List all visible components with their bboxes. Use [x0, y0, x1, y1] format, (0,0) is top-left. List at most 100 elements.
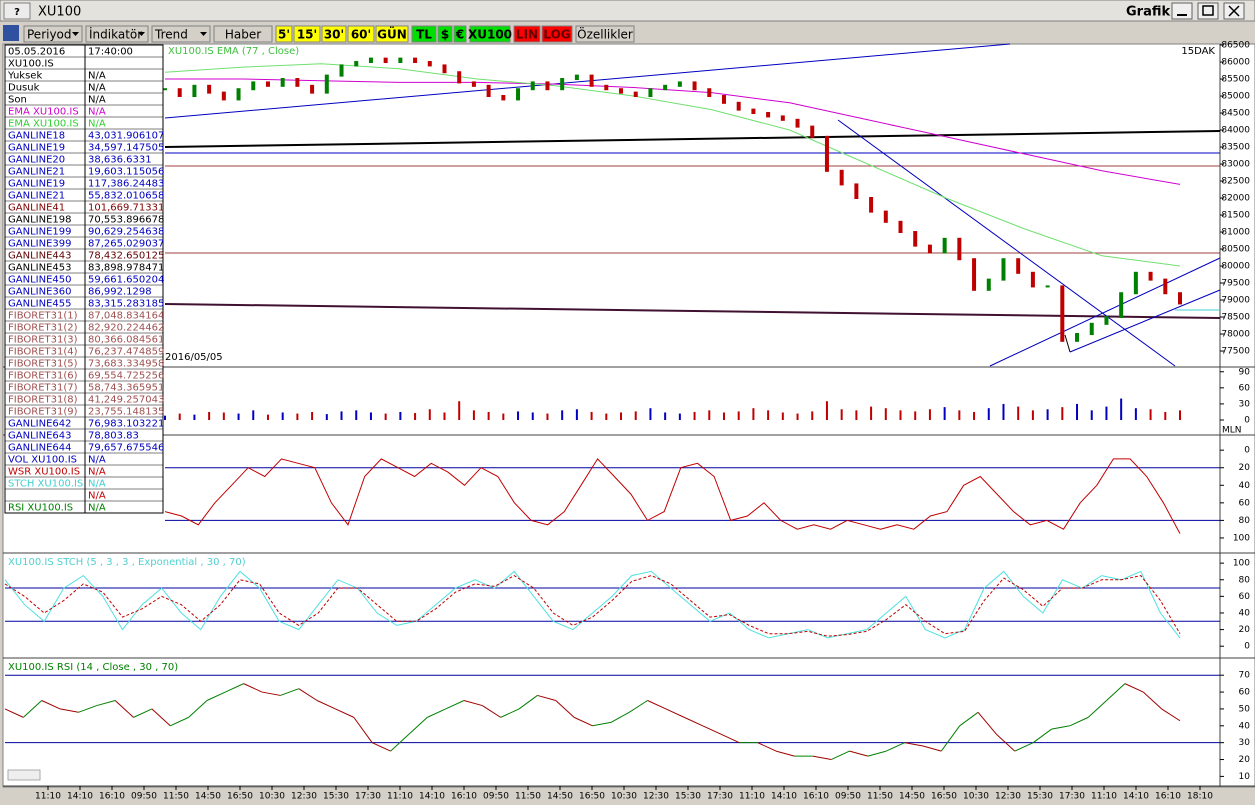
candle	[913, 231, 918, 247]
y-tick-label: 79000	[1221, 296, 1250, 306]
rsi-segment	[665, 708, 685, 718]
indicator-label: XU100.IS STCH (5 , 3 , 3 , Exponential ,…	[8, 557, 246, 568]
volume-bar	[1105, 406, 1108, 420]
period-label: 15DAK	[1181, 46, 1215, 57]
indicator-label: XU100.IS RSI (14 , Close , 30 , 70)	[8, 662, 178, 673]
row-value: 55,832.010658	[88, 191, 164, 202]
y-tick-label: 81000	[1221, 228, 1250, 238]
row-label: EMA XU100.IS	[8, 107, 79, 118]
rsi-segment	[316, 700, 336, 710]
row-label: FIBORET31(5)	[8, 359, 78, 370]
toolbar-button[interactable]	[85, 25, 149, 43]
x-tick-label: 09:50	[483, 792, 509, 802]
toolbar-button[interactable]	[275, 25, 293, 43]
toolbar-button[interactable]	[513, 25, 541, 43]
row-value: N/A	[88, 491, 106, 502]
row-value: N/A	[88, 455, 106, 466]
volume-bar	[222, 412, 225, 420]
minimize-button[interactable]	[1171, 2, 1193, 20]
x-tick-label: 15:30	[675, 792, 701, 802]
row-value: 34,597.147505	[88, 143, 164, 154]
volume-bar	[1002, 403, 1005, 420]
rsi-segment	[537, 694, 556, 701]
toolbar-button[interactable]	[213, 25, 273, 43]
volume-bar	[252, 410, 255, 420]
toolbar-button[interactable]	[23, 25, 83, 43]
volume-bar	[443, 412, 446, 420]
indicator-label: XU100.IS EMA (77 , Close)	[168, 46, 299, 57]
volume-bar	[355, 410, 358, 420]
toolbar-button[interactable]	[541, 25, 573, 43]
x-tick-label: 16:10	[451, 792, 477, 802]
volume-bar	[399, 411, 402, 420]
candle	[927, 244, 932, 254]
candle	[692, 81, 697, 91]
rsi-segment	[4, 708, 24, 718]
y-tick-label: 60	[1239, 688, 1251, 698]
y-tick-label: 60	[1239, 498, 1251, 508]
rsi-segment	[647, 700, 667, 710]
volume-bar	[1134, 408, 1137, 420]
row-value: 76,983.103221	[88, 419, 164, 430]
volume-bar	[502, 413, 505, 420]
toolbar-button[interactable]	[453, 25, 467, 43]
toolbar-button[interactable]	[469, 25, 511, 43]
candle	[427, 61, 432, 67]
rsi-segment	[390, 733, 410, 752]
title-bar	[0, 0, 1255, 22]
toolbar-button[interactable]	[321, 25, 347, 43]
y-tick-label: 60	[1239, 383, 1251, 393]
row-label: GANLINE19	[8, 179, 65, 190]
volume-bar	[325, 414, 328, 420]
candle	[265, 81, 270, 87]
y-tick-label: 20	[1239, 625, 1251, 635]
row-label: STCH XU100.IS	[8, 479, 83, 490]
y-tick-label: 70	[1239, 671, 1251, 681]
y-tick-label: 100	[1233, 559, 1250, 569]
y-tick-label: 85500	[1221, 75, 1250, 85]
toolbar-label: XU100	[468, 28, 512, 42]
row-label: Son	[8, 95, 27, 106]
volume-bar	[414, 413, 417, 420]
toolbar-button[interactable]	[411, 25, 437, 43]
rsi-segment	[1124, 683, 1144, 693]
toolbar-button[interactable]	[575, 25, 635, 43]
row-value: 90,629.254638	[88, 227, 164, 238]
rsi-segment	[1014, 742, 1034, 752]
toolbar-label: LOG	[543, 28, 570, 42]
toolbar-label: 15'	[297, 28, 317, 42]
x-tick-label: 16:10	[803, 792, 829, 802]
candle	[1104, 316, 1109, 325]
volume-bar	[487, 411, 490, 420]
volume-bar	[266, 414, 269, 420]
toolbar-button[interactable]	[151, 25, 211, 43]
y-tick-label: 81500	[1221, 211, 1250, 221]
y-tick-label: 10	[1239, 772, 1251, 782]
rsi-segment	[812, 755, 832, 761]
toolbar-button[interactable]	[293, 25, 321, 43]
row-value: 117,386.24483	[88, 179, 164, 190]
candle	[221, 91, 226, 101]
indicator-line	[4, 570, 1181, 639]
rsi-segment	[996, 733, 1016, 752]
candle	[1148, 271, 1153, 281]
x-tick-label: 14:10	[771, 792, 797, 802]
x-tick-label: 10:30	[611, 792, 637, 802]
candle	[839, 169, 844, 186]
toolbar-button[interactable]	[375, 25, 409, 43]
candle	[192, 84, 197, 98]
toolbar-button[interactable]	[347, 25, 375, 43]
y-tick-label: 0	[1244, 415, 1250, 425]
candle	[648, 88, 653, 98]
y-tick-label: 86500	[1221, 41, 1250, 51]
y-tick-label: 80000	[1221, 262, 1250, 272]
toolbar-button[interactable]	[437, 25, 453, 43]
rsi-segment	[592, 721, 611, 727]
row-label: VOL XU100.IS	[8, 455, 77, 466]
volume-bar	[664, 412, 667, 420]
help-button[interactable]	[3, 2, 31, 20]
y-tick-label: 100	[1233, 533, 1250, 543]
volume-bar	[1164, 411, 1167, 420]
row-value: 87,048.834164	[88, 311, 164, 322]
